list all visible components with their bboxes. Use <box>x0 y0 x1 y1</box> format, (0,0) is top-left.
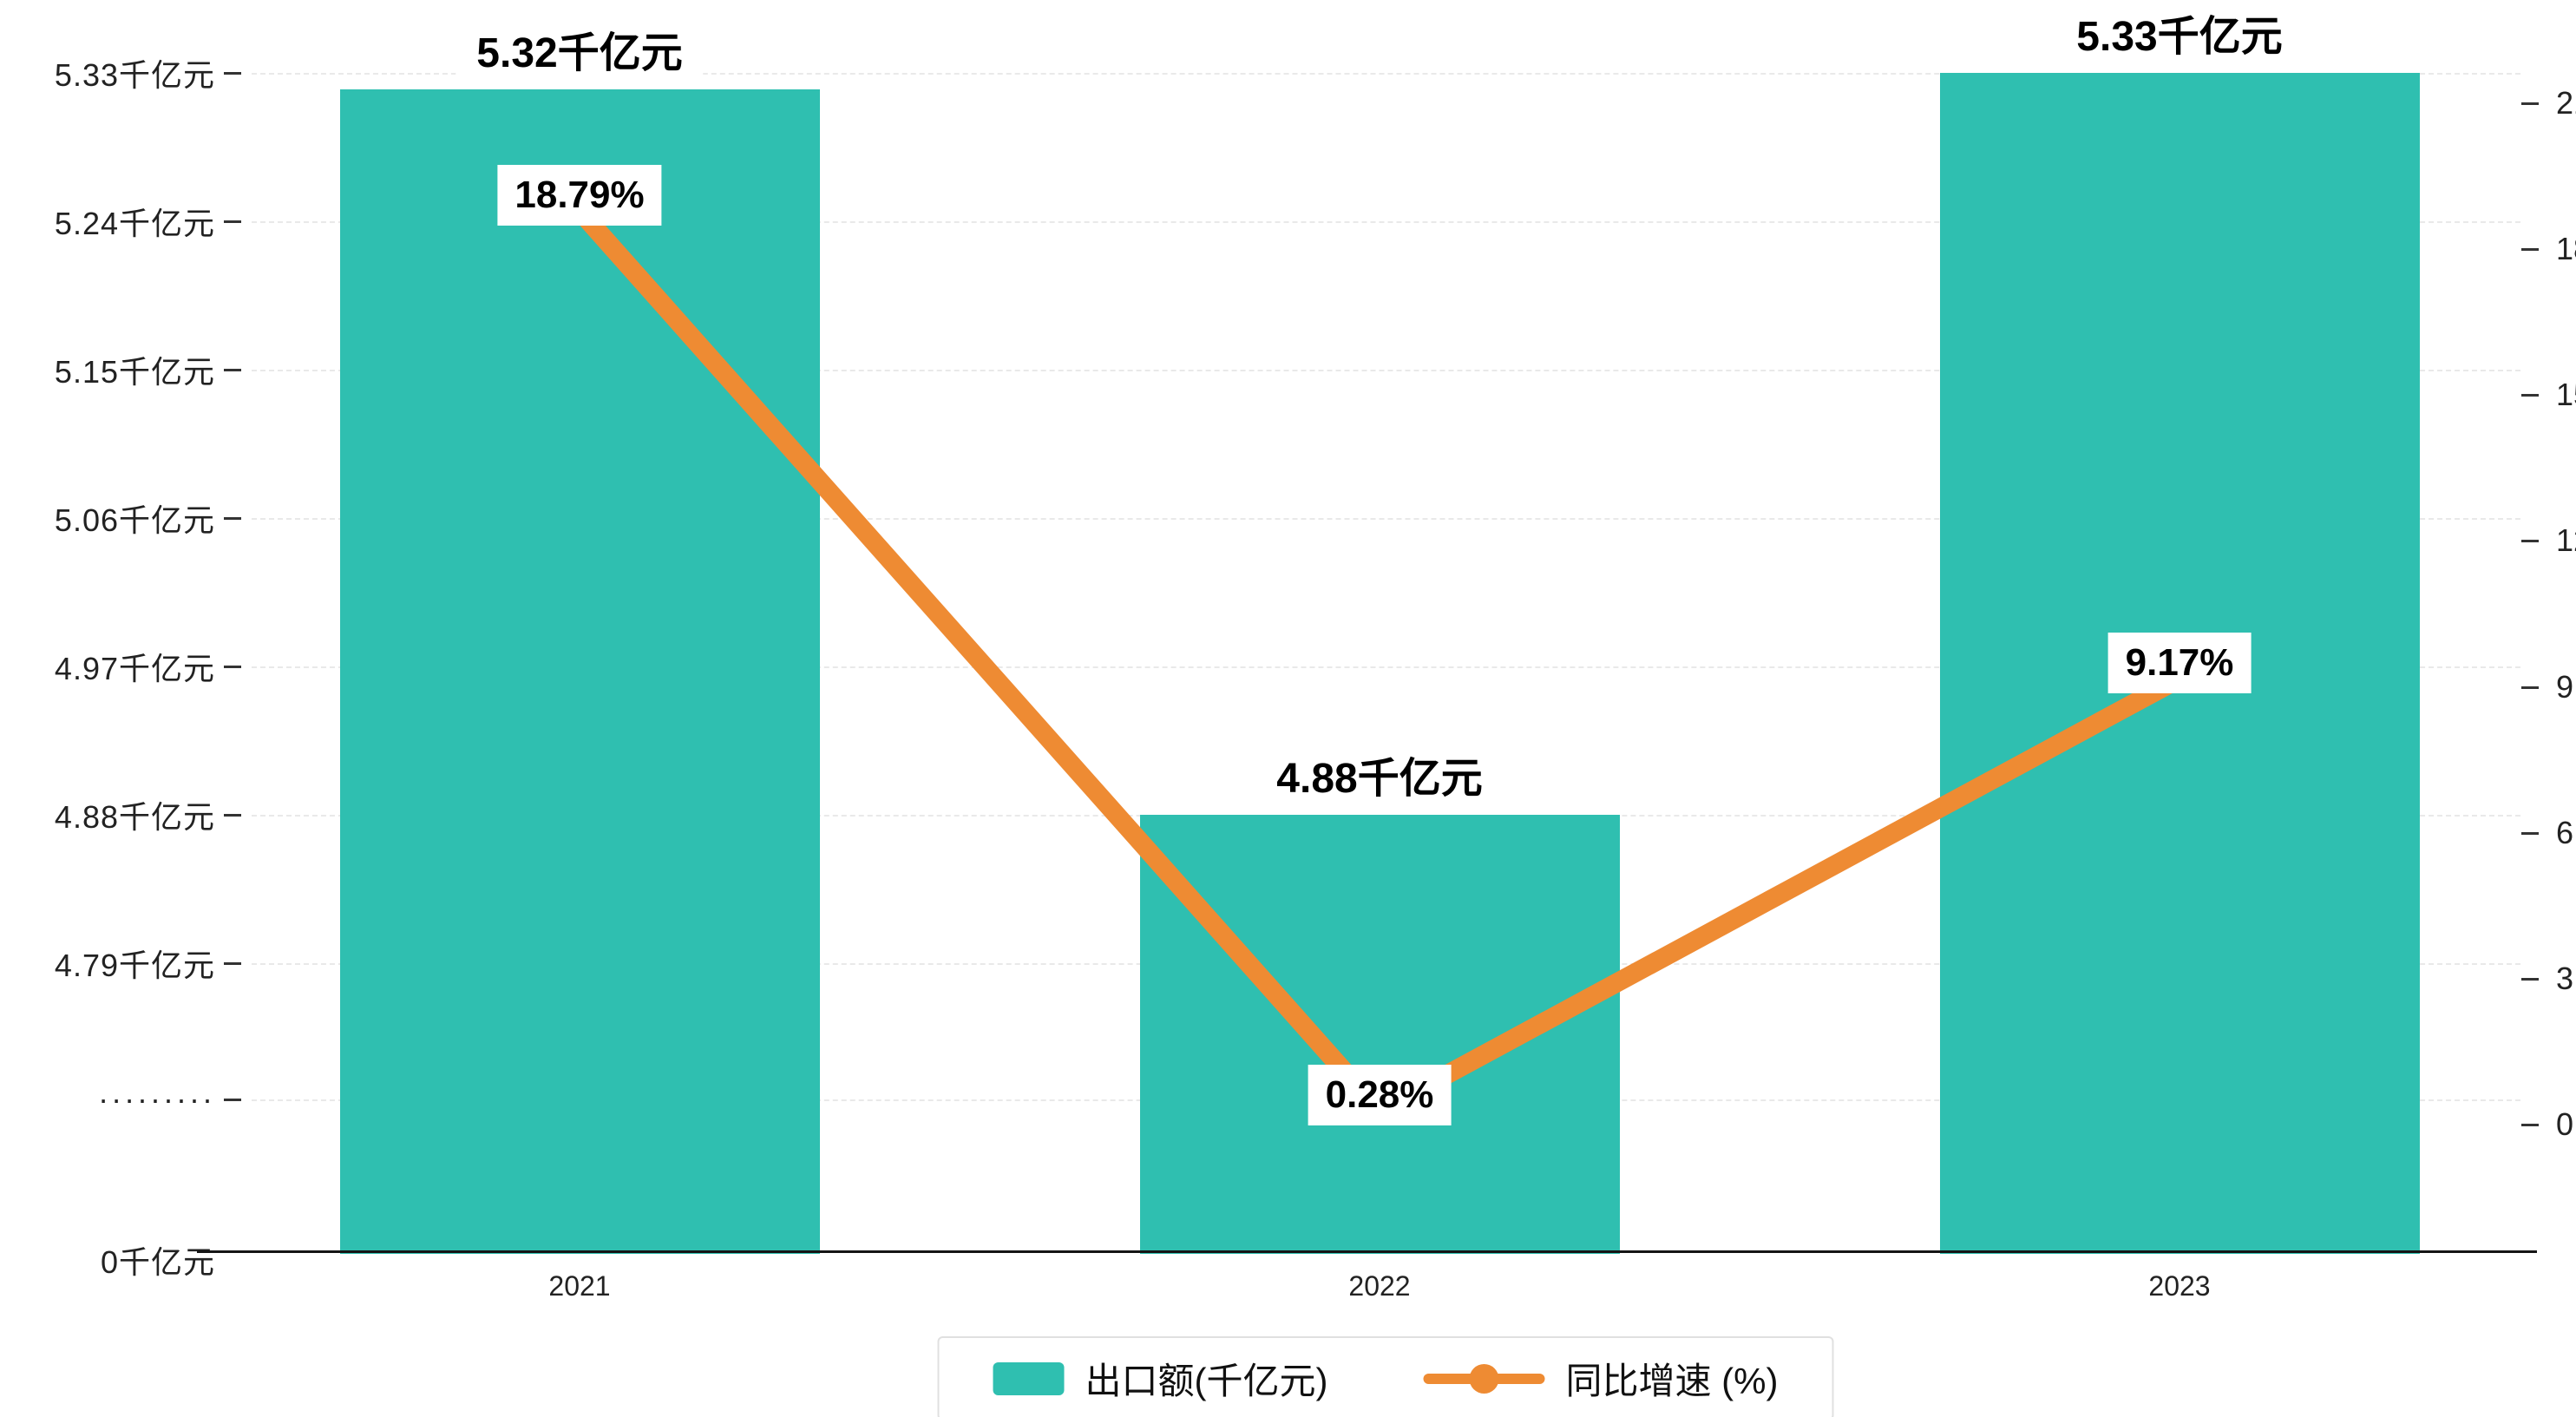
bar-value-label-2021: 5.32千亿元 <box>456 11 704 86</box>
right-axis-tick-label: 21 <box>2556 84 2576 121</box>
right-axis-tick-label: 0 <box>2556 1106 2574 1142</box>
growth-line-path[interactable] <box>570 200 2189 1121</box>
x-axis-line <box>197 1250 2537 1253</box>
left-axis-tick-label: 5.33千亿元 <box>54 57 215 93</box>
left-axis-tick-label: 4.97千亿元 <box>54 651 215 686</box>
bar-2021[interactable] <box>339 89 820 1254</box>
left-axis-tick-label: 5.06千亿元 <box>54 502 215 538</box>
left-axis-tick-label: 5.15千亿元 <box>54 354 215 390</box>
left-axis-tick-label: 0千亿元 <box>100 1244 215 1280</box>
left-axis-tick-label: 4.88千亿元 <box>54 799 215 835</box>
right-axis-tick <box>2521 394 2539 397</box>
left-axis-break-label: ········· <box>98 1081 215 1117</box>
left-axis-tick <box>224 220 241 223</box>
right-axis-tick-label: 3 <box>2556 960 2574 996</box>
legend: 出口额(千亿元) 同比增速 (%) <box>937 1336 1834 1417</box>
right-axis-tick-label: 6 <box>2556 814 2574 850</box>
right-axis-tick <box>2521 248 2539 252</box>
right-axis-tick-label: 15 <box>2556 377 2576 413</box>
left-axis-tick <box>224 814 241 817</box>
bar-value-label-2022: 4.88千亿元 <box>1255 737 1504 811</box>
left-axis-tick <box>224 517 241 520</box>
legend-line-dot-icon <box>1469 1363 1499 1394</box>
left-axis-tick <box>224 72 241 75</box>
left-axis-tick-label: 4.79千亿元 <box>54 948 215 983</box>
right-axis-tick <box>2521 686 2539 689</box>
legend-label-growth-rate: 同比增速 (%) <box>1565 1361 1779 1401</box>
growth-value-label-2021: 18.79% <box>497 164 662 226</box>
gridline <box>252 666 2520 668</box>
legend-line-swatch <box>1423 1363 1545 1394</box>
legend-item-export-value[interactable]: 出口额(千亿元) <box>993 1352 1328 1405</box>
left-axis-tick <box>224 666 241 668</box>
legend-bar-swatch <box>993 1361 1065 1395</box>
growth-value-label-2023: 9.17% <box>2107 633 2252 694</box>
gridline <box>252 221 2520 223</box>
right-axis-tick <box>2521 831 2539 835</box>
right-axis-tick-label: 9 <box>2556 668 2574 705</box>
left-axis-tick <box>224 369 241 371</box>
right-axis-tick <box>2521 540 2539 543</box>
legend-label-export-value: 出口额(千亿元) <box>1085 1361 1328 1401</box>
right-axis-tick <box>2521 977 2539 981</box>
x-axis-label-2023: 2023 <box>2148 1270 2211 1302</box>
right-axis-tick-label: 18 <box>2556 231 2576 267</box>
gridline <box>252 518 2520 520</box>
gridline <box>252 73 2520 75</box>
right-axis-tick-label: 12 <box>2556 522 2576 559</box>
left-axis-tick <box>224 1099 241 1101</box>
left-axis-tick-label: 5.24千亿元 <box>54 206 215 241</box>
bar-value-label-2023: 5.33千亿元 <box>2055 0 2304 69</box>
right-axis-tick <box>2521 1124 2539 1126</box>
left-axis-tick <box>224 962 241 965</box>
x-axis-label-2021: 2021 <box>548 1270 611 1302</box>
right-axis-tick <box>2521 102 2539 105</box>
x-axis-label-2022: 2022 <box>1348 1270 1411 1302</box>
growth-value-label-2022: 0.28% <box>1308 1065 1452 1126</box>
legend-item-growth-rate[interactable]: 同比增速 (%) <box>1423 1352 1778 1405</box>
gridline <box>252 370 2520 371</box>
